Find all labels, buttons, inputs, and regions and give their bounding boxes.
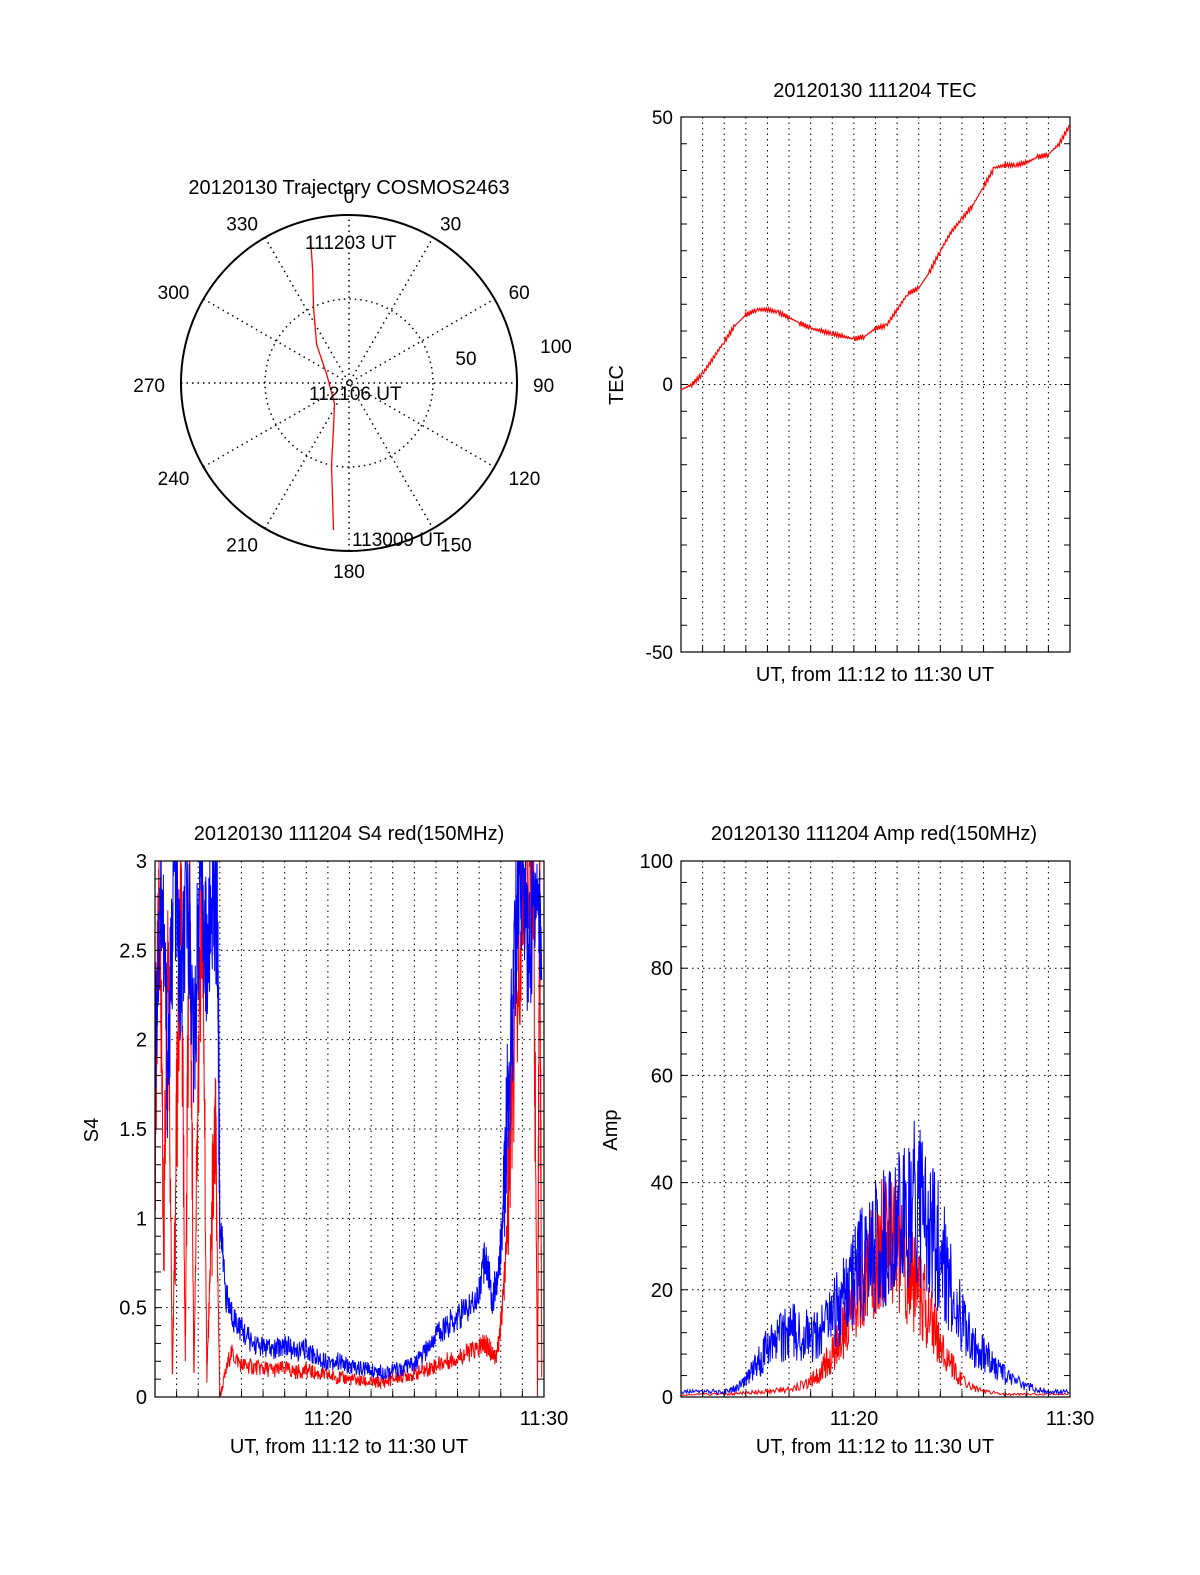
series-blue-line <box>680 1120 1070 1396</box>
amp-ytick-label: 40 <box>651 1173 673 1195</box>
amp-panel: 20120130 111204 Amp red(150MHz) 0 20 40 60 8… <box>600 823 1094 1458</box>
trajectory-start-annotation: 111203 UT <box>305 233 397 254</box>
azimuth-label-60: 60 <box>509 283 530 304</box>
s4-xlabel: UT, from 11:12 to 11:30 UT <box>230 1436 468 1458</box>
polar-spoke-30 <box>264 237 434 529</box>
amp-title: 20120130 111204 Amp red(150MHz) <box>711 823 1037 845</box>
trajectory-end-annotation: 113009 UT <box>352 530 445 551</box>
s4-ytick-label: 2 <box>136 1030 147 1052</box>
tec-panel: 20120130 111204 TEC 50 0 -50 TEC UT, fro… <box>606 80 1071 686</box>
s4-ytick-label: 1.5 <box>119 1119 147 1141</box>
tec-ylabel: TEC <box>606 365 628 405</box>
azimuth-label-0: 0 <box>344 187 355 208</box>
polar-grid <box>180 214 518 552</box>
s4-ytick-label: 2.5 <box>119 940 147 962</box>
s4-panel: 20120130 111204 S4 red(150MHz) 0 0.5 1 1.5 2… <box>81 823 568 1458</box>
tec-ytick-neg50: -50 <box>646 643 673 664</box>
azimuth-label-150: 150 <box>440 536 472 557</box>
tec-xlabel: UT, from 11:12 to 11:30 UT <box>756 664 994 686</box>
ring-label-50: 50 <box>455 349 476 370</box>
amp-xtick-1120: 11:20 <box>830 1408 879 1430</box>
polar-spoke-150 <box>264 237 434 529</box>
amp-ytick-label: 20 <box>651 1280 673 1302</box>
amp-ytick-label: 60 <box>651 1065 673 1087</box>
s4-ytick-label: 1 <box>136 1208 147 1230</box>
azimuth-label-330: 330 <box>226 214 258 235</box>
amp-ylabel: Amp <box>600 1109 622 1150</box>
azimuth-label-180: 180 <box>333 562 365 583</box>
azimuth-label-210: 210 <box>226 536 258 557</box>
s4-ticks <box>155 878 544 1397</box>
azimuth-label-300: 300 <box>158 283 190 304</box>
polar-spoke-120 <box>203 298 495 468</box>
polar-spoke-60 <box>203 298 495 468</box>
amp-ticks <box>681 881 1070 1397</box>
amp-ytick-label: 100 <box>640 851 673 873</box>
tec-grid <box>681 117 1070 652</box>
polar-ring-50 <box>264 298 434 468</box>
amp-ytick-label: 0 <box>662 1387 673 1409</box>
azimuth-labels: 0 30 60 90 120 150 180 210 240 270 300 330 <box>133 187 554 583</box>
tec-ticks <box>681 143 1070 652</box>
s4-xtick-1120: 11:20 <box>304 1408 353 1430</box>
azimuth-label-90: 90 <box>533 376 554 397</box>
azimuth-label-120: 120 <box>509 469 541 490</box>
s4-series <box>154 860 543 1398</box>
tec-title: 20120130 111204 TEC <box>773 80 977 102</box>
tec-series-line <box>680 124 1070 391</box>
amp-xtick-1130: 11:30 <box>1046 1408 1095 1430</box>
trajectory-panel: 20120130 Trajectory COSMOS2463 0 30 60 90 12… <box>133 177 572 583</box>
azimuth-label-270: 270 <box>133 376 165 397</box>
s4-ytick-label: 3 <box>136 851 147 873</box>
amp-ytick-label: 80 <box>651 958 673 980</box>
s4-ylabel: S4 <box>81 1118 103 1142</box>
trajectory-title: 20120130 Trajectory COSMOS2463 <box>188 177 509 199</box>
s4-ytick-labels: 0 0.5 1 1.5 2 2.5 3 <box>119 851 147 1409</box>
s4-title: 20120130 111204 S4 red(150MHz) <box>194 823 505 845</box>
series-red-line <box>154 860 543 1398</box>
amp-ytick-labels: 0 20 40 60 80 100 <box>640 851 673 1409</box>
amp-grid <box>681 861 1070 1397</box>
s4-ytick-label: 0.5 <box>119 1298 147 1320</box>
trajectory-center-annotation: 112106 UT <box>309 384 402 405</box>
s4-ytick-label: 0 <box>136 1387 147 1409</box>
ring-label-100: 100 <box>540 337 572 358</box>
amp-series <box>680 1120 1070 1397</box>
tec-ytick-0: 0 <box>662 375 673 396</box>
azimuth-label-240: 240 <box>158 469 190 490</box>
trajectory-track <box>310 240 336 531</box>
s4-xtick-1130: 11:30 <box>520 1408 569 1430</box>
tec-ytick-50: 50 <box>652 108 673 129</box>
azimuth-label-30: 30 <box>440 214 461 235</box>
series-blue-line <box>154 860 543 1381</box>
amp-xlabel: UT, from 11:12 to 11:30 UT <box>756 1436 994 1458</box>
